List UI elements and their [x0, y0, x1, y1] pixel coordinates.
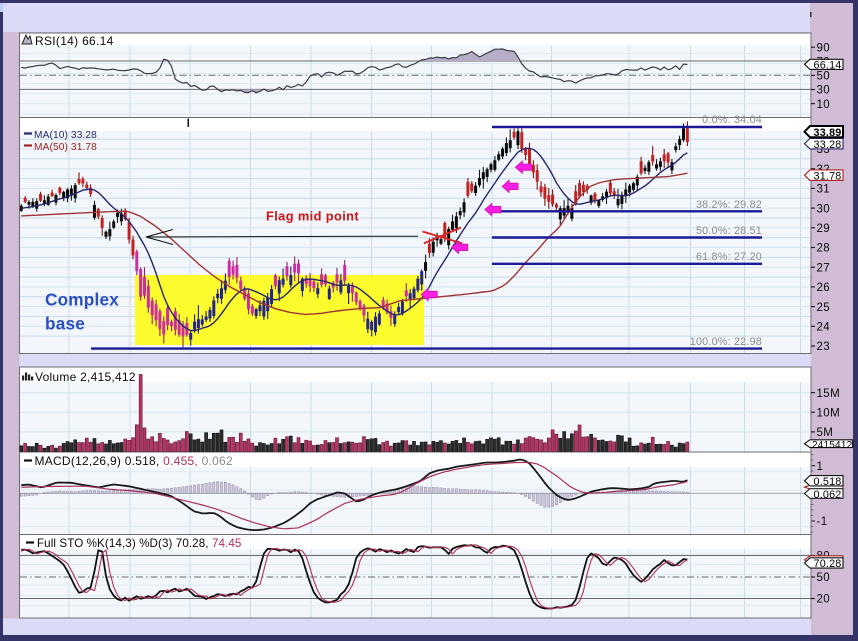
- svg-text:0.062: 0.062: [813, 489, 841, 501]
- svg-text:10M: 10M: [817, 407, 841, 419]
- svg-text:Flag mid point: Flag mid point: [266, 209, 359, 224]
- svg-text:66.14: 66.14: [813, 60, 841, 72]
- svg-text:Volume 2,415,412: Volume 2,415,412: [35, 370, 136, 384]
- svg-text:31.78: 31.78: [813, 171, 841, 183]
- svg-text:Full STO %K(14,3) %D(3) 70.28,: Full STO %K(14,3) %D(3) 70.28, 74.45: [37, 537, 241, 550]
- svg-text:MACD(12,26,9) 0.518, 0.455, 0.: MACD(12,26,9) 0.518, 0.455, 0.062: [35, 454, 233, 468]
- svg-text:61.8%: 27.20: 61.8%: 27.20: [696, 251, 762, 263]
- svg-text:15M: 15M: [817, 388, 841, 400]
- svg-text:50: 50: [817, 572, 831, 584]
- svg-text:38.2%: 29.82: 38.2%: 29.82: [696, 199, 762, 211]
- svg-text:2415412: 2415412: [812, 440, 853, 451]
- svg-text:24: 24: [817, 322, 831, 334]
- svg-text:30: 30: [817, 203, 831, 215]
- svg-text:30: 30: [817, 85, 831, 97]
- svg-text:27: 27: [817, 262, 831, 274]
- svg-text:31: 31: [817, 184, 831, 196]
- svg-text:25: 25: [817, 302, 831, 314]
- svg-text:100.0%: 22.98: 100.0%: 22.98: [690, 336, 762, 348]
- svg-text:MA(10) 33.28: MA(10) 33.28: [34, 130, 97, 141]
- svg-text:23: 23: [817, 341, 831, 353]
- svg-text:1: 1: [817, 461, 824, 473]
- svg-text:10: 10: [817, 99, 831, 111]
- svg-text:90: 90: [817, 42, 831, 54]
- svg-text:-1: -1: [817, 516, 828, 528]
- svg-text:MA(50) 31.78: MA(50) 31.78: [34, 142, 97, 153]
- svg-text:33.89: 33.89: [813, 127, 841, 139]
- svg-text:29: 29: [817, 223, 831, 235]
- svg-text:28: 28: [817, 243, 831, 255]
- svg-text:33.28: 33.28: [813, 139, 841, 151]
- svg-text:Complex: Complex: [45, 290, 119, 310]
- svg-text:70.28: 70.28: [813, 558, 841, 570]
- svg-text:5M: 5M: [817, 427, 834, 439]
- svg-text:20: 20: [817, 594, 831, 606]
- svg-text:0.0%: 34.04: 0.0%: 34.04: [702, 114, 762, 126]
- svg-text:26: 26: [817, 282, 831, 294]
- svg-text:base: base: [45, 314, 85, 334]
- svg-text:50: 50: [817, 71, 831, 83]
- svg-text:0.518: 0.518: [813, 476, 841, 488]
- svg-text:RSI(14) 66.14: RSI(14) 66.14: [35, 34, 114, 48]
- svg-text:50.0%: 28.51: 50.0%: 28.51: [696, 225, 762, 237]
